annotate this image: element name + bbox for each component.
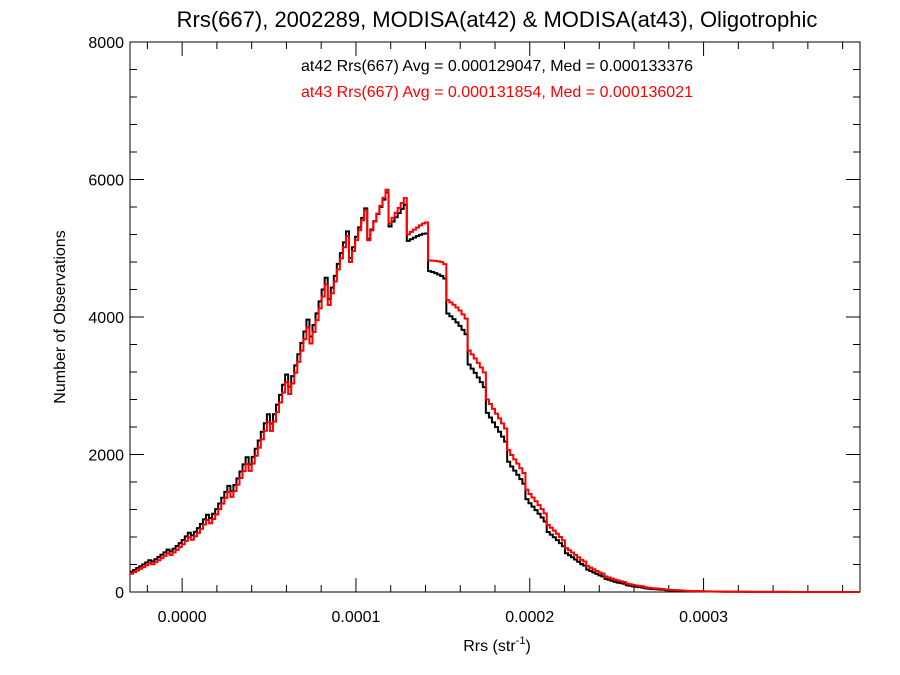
y-tick-label: 4000 xyxy=(88,310,124,327)
legend-at43: at43 Rrs(667) Avg = 0.000131854, Med = 0… xyxy=(301,84,693,101)
x-axis-label-superscript: -1 xyxy=(516,635,526,647)
series-at43-line xyxy=(130,188,860,593)
y-tick-label: 8000 xyxy=(88,35,124,52)
x-axis-label-main: Rrs (str xyxy=(463,638,516,655)
legend-at42: at42 Rrs(667) Avg = 0.000129047, Med = 0… xyxy=(301,58,693,75)
y-tick-label: 6000 xyxy=(88,173,124,190)
x-tick-label: 0.0002 xyxy=(505,609,554,626)
series-at42-line xyxy=(130,191,860,593)
x-axis-label: Rrs (str-1) xyxy=(463,635,531,655)
x-tick-label: 0.0003 xyxy=(679,609,728,626)
y-tick-label: 2000 xyxy=(88,448,124,465)
y-axis-label: Number of Observations xyxy=(52,230,69,403)
x-tick-label: 0.0000 xyxy=(158,609,207,626)
x-tick-label: 0.0001 xyxy=(331,609,380,626)
axis-ticks: 0 2000 4000 6000 8000 0.0000 0.0001 0.0002 0.000… xyxy=(88,35,860,626)
x-axis-label-close: ) xyxy=(525,638,530,655)
series-layer xyxy=(130,188,860,593)
y-tick-label: 0 xyxy=(115,585,124,602)
plot-frame xyxy=(129,41,861,593)
chart-title: Rrs(667), 2002289, MODISA(at42) & MODISA… xyxy=(177,7,818,32)
